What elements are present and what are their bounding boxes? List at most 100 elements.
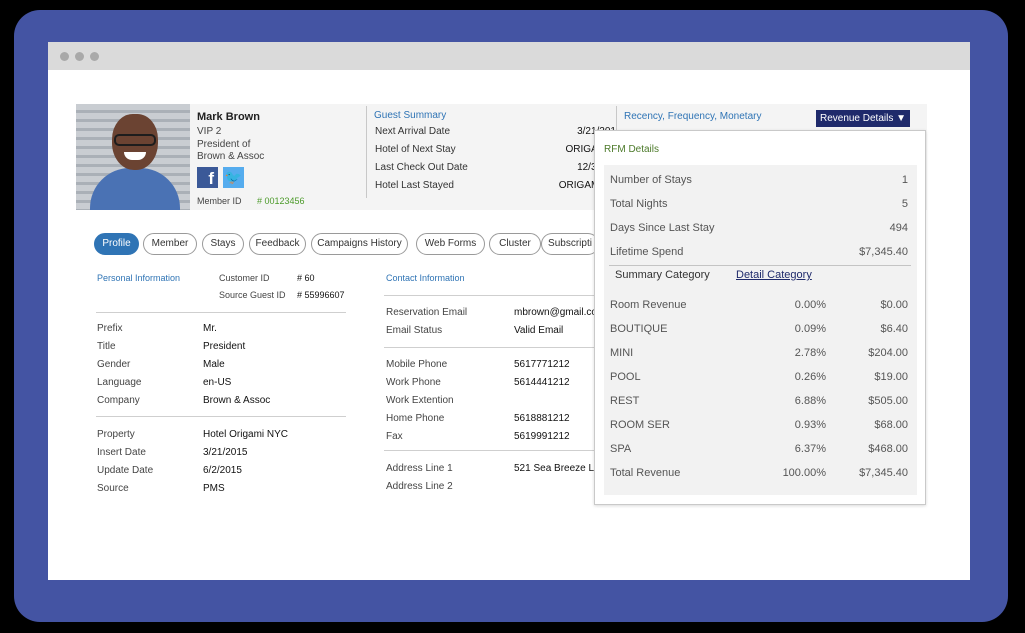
divider [384,295,596,296]
contact-field-label: Work Extention [386,395,454,406]
personal-field-value: Brown & Assoc [203,395,271,406]
personal-field-value: PMS [203,483,225,494]
twitter-icon[interactable]: 🐦 [223,167,244,188]
guest-summary-label: Last Check Out Date [375,162,468,173]
window-titlebar [48,42,970,70]
personal-field-value: Hotel Origami NYC [203,429,289,440]
tab-cluster[interactable]: Cluster [489,233,541,255]
revenue-category-label: POOL [610,371,641,383]
revenue-category-percent: 0.00% [794,299,826,311]
tab-member[interactable]: Member [143,233,197,255]
guest-summary-label: Next Arrival Date [375,126,451,137]
guest-summary-label: Hotel Last Stayed [375,180,454,191]
contact-info-title: Contact Information [386,273,465,283]
revenue-category-label: Room Revenue [610,299,687,311]
personal-field-label: Property [97,429,135,440]
revenue-category-percent: 6.37% [794,443,826,455]
tab-stays[interactable]: Stays [202,233,244,255]
revenue-category-amount: $505.00 [868,395,908,407]
revenue-category-amount: $468.00 [868,443,908,455]
revenue-category-percent: 0.26% [794,371,826,383]
revenue-category-percent: 2.78% [794,347,826,359]
rfm-stat-value: 1 [901,174,908,186]
personal-field-label: Company [97,395,140,406]
facebook-icon[interactable]: f [197,167,218,188]
revenue-category-percent: 100.00% [782,467,826,479]
personal-field-label: Insert Date [97,447,146,458]
tab-web-forms[interactable]: Web Forms [416,233,485,255]
rfm-stat-label: Days Since Last Stay [610,222,715,234]
rfm-header-title: Recency, Frequency, Monetary [624,111,762,122]
rfm-details-title: RFM Details [604,144,660,155]
revenue-category-percent: 6.88% [794,395,826,407]
tab-profile[interactable]: Profile [94,233,139,255]
revenue-category-label: ROOM SER [610,419,670,431]
revenue-category-label: MINI [610,347,634,359]
divider [96,312,346,313]
guest-summary-value: ORIGAMIYN [558,180,616,191]
personal-field-value: Mr. [203,323,217,334]
personal-field-value: 3/21/2015 [203,447,248,458]
guest-title-line2: Brown & Assoc [197,151,265,162]
guest-summary-title: Guest Summary [374,110,447,121]
member-id-value: # 00123456 [257,196,305,206]
personal-field-value: President [203,341,246,352]
revenue-category-amount: $7,345.40 [859,467,908,479]
tab-detail-category[interactable]: Detail Category [736,269,812,281]
guest-title-line1: President of [197,139,251,150]
member-id-label: Member ID [197,196,242,206]
rfm-details-content: Number of Stays 1 Total Nights 5 Days Since … [604,165,917,495]
guest-summary-value: ORIGAMIN [565,144,616,155]
address-field-label: Address Line 1 [386,463,453,474]
revenue-category-percent: 0.09% [794,323,826,335]
personal-field-label: Language [97,377,142,388]
reservation-email-label: Reservation Email [386,307,468,318]
revenue-category-label: REST [610,395,640,407]
personal-field-value: 6/2/2015 [203,465,242,476]
contact-field-value: 5614441212 [514,377,570,388]
rfm-stat-label: Total Nights [610,198,668,210]
divider [609,265,911,266]
guest-summary-label: Hotel of Next Stay [375,144,456,155]
rfm-stat-label: Number of Stays [610,174,692,186]
contact-field-label: Mobile Phone [386,359,448,370]
contact-field-label: Home Phone [386,413,445,424]
rfm-stat-value: 5 [901,198,908,210]
source-guest-id-value: # 55996607 [297,290,345,300]
revenue-category-label: BOUTIQUE [610,323,668,335]
personal-field-label: Update Date [97,465,154,476]
revenue-details-button[interactable]: Revenue Details ▼ [816,110,910,127]
revenue-category-amount: $204.00 [868,347,908,359]
contact-field-value: 5619991212 [514,431,570,442]
rfm-stat-label: Lifetime Spend [610,246,684,258]
tab-subscripti[interactable]: Subscripti [541,233,599,255]
window-dot-minimize[interactable] [75,52,84,61]
personal-info-title: Personal Information [97,273,181,283]
tab-campaigns-history[interactable]: Campaigns History [311,233,408,255]
divider [384,347,596,348]
address-field-value: 521 Sea Breeze L [514,463,594,474]
customer-id-label: Customer ID [219,273,270,283]
personal-field-value: Male [203,359,225,370]
tab-feedback[interactable]: Feedback [249,233,306,255]
email-status-label: Email Status [386,325,443,336]
personal-field-value: en-US [203,377,232,388]
reservation-email-value[interactable]: mbrown@gmail.co [514,307,597,318]
guest-tier: VIP 2 [197,126,222,137]
divider [96,416,346,417]
address-field-label: Address Line 2 [386,481,453,492]
revenue-category-amount: $19.00 [874,371,908,383]
browser-window: Mark Brown VIP 2 President of Brown & As… [48,42,970,580]
contact-field-value: 5618881212 [514,413,570,424]
rfm-stat-value: $7,345.40 [859,246,908,258]
contact-field-label: Fax [386,431,403,442]
window-dot-close[interactable] [60,52,69,61]
source-guest-id-label: Source Guest ID [219,290,286,300]
guest-name: Mark Brown [197,111,260,123]
window-dot-maximize[interactable] [90,52,99,61]
customer-id-value: # 60 [297,273,315,283]
contact-field-label: Work Phone [386,377,441,388]
revenue-category-percent: 0.93% [794,419,826,431]
personal-field-label: Prefix [97,323,123,334]
tab-summary-category[interactable]: Summary Category [615,269,710,281]
